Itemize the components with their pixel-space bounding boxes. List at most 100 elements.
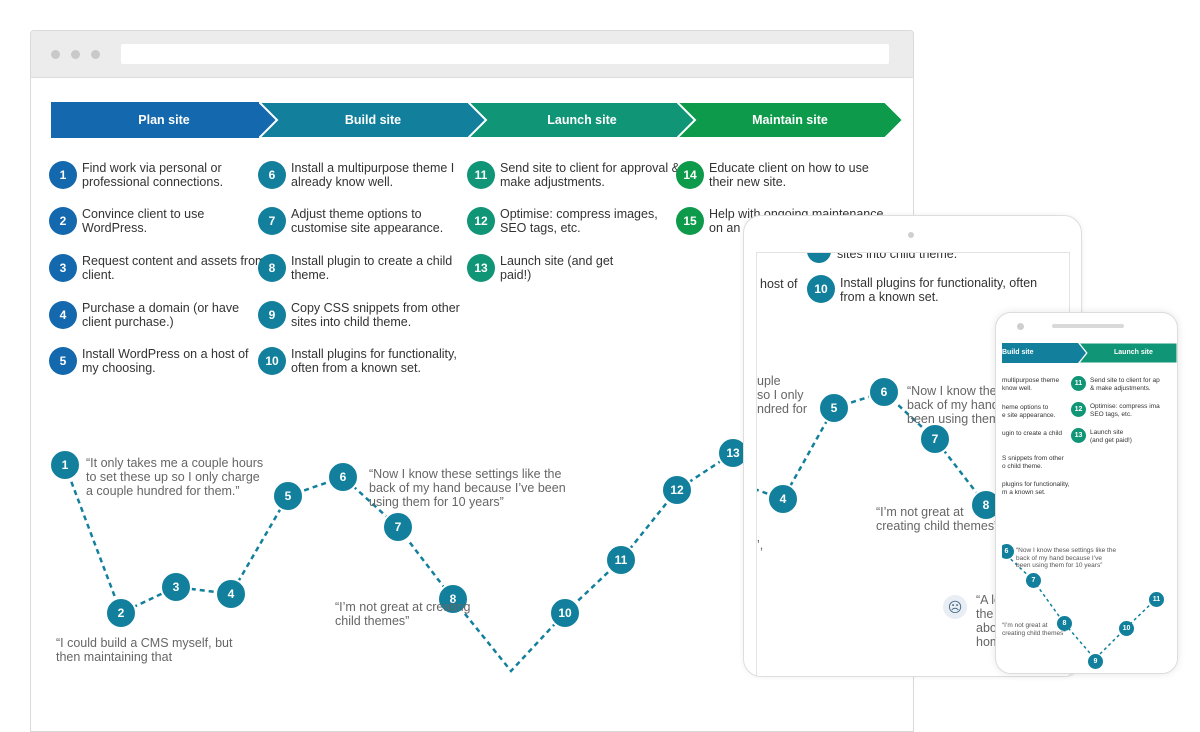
quote-child-themes: “I’m not great at creating child themes”: [876, 505, 999, 533]
phase-label: Maintain site: [752, 113, 828, 127]
step-text: Install plugins for functionality, often…: [840, 276, 1038, 304]
journey-node-6: 6: [868, 376, 900, 408]
quote-settings: “Now I know these settings like the back…: [1016, 547, 1117, 569]
step-text: Install plugins for functionality, often…: [291, 347, 457, 375]
journey-node-7: 7: [382, 511, 414, 543]
step-number: 5: [49, 347, 77, 375]
journey-node-3: 3: [160, 571, 192, 603]
step-text: Install WordPress on a host of my choosi…: [82, 347, 249, 375]
journey-node-8: 8: [437, 583, 469, 615]
step-3: 3 Request content and assets from client.: [49, 254, 265, 294]
step-text: Educate client on how to use their new s…: [709, 161, 869, 189]
browser-toolbar: [31, 31, 913, 78]
step-text: sites into child theme.: [837, 252, 958, 261]
step-6: 6 Install a multipurpose theme I already …: [258, 161, 463, 201]
journey-node-5: 5: [272, 480, 304, 512]
step-4: 4 Purchase a domain (or have client purch…: [49, 301, 254, 341]
sad-face-icon: ☹: [943, 595, 967, 619]
step-text: Convince client to use WordPress.: [82, 207, 205, 235]
quote-cms: “I could build a CMS myself, but then ma…: [56, 636, 233, 664]
phase-maintain: Maintain site: [677, 102, 903, 138]
step-number: 12: [1071, 402, 1086, 417]
step-12: 12 Optimise: compress images, SEO tags, e…: [467, 207, 672, 247]
journey-node-2: 2: [105, 597, 137, 629]
journey-node-9: 9: [1088, 654, 1103, 669]
journey-node-11: 11: [1149, 592, 1164, 607]
phase-plan: Plan site: [51, 102, 277, 138]
phase-launch: Launch site: [468, 102, 696, 138]
phase-label: Plan site: [138, 113, 190, 127]
step-text: Optimise: compress ima SEO tags, etc.: [1090, 403, 1160, 418]
journey-node-1: 1: [49, 449, 81, 481]
step-number: 12: [467, 207, 495, 235]
step-1: 1 Find work via personal or professional …: [49, 161, 254, 201]
step-text: Find work via personal or professional c…: [82, 161, 224, 189]
journey-node-7: 7: [919, 423, 951, 455]
step-number: 3: [49, 254, 77, 282]
step-number: 4: [49, 301, 77, 329]
step-text: Send site to client for approval & make …: [500, 161, 680, 189]
journey-node-11: 11: [605, 544, 637, 576]
step-text: ugin to create a child: [1002, 430, 1062, 437]
step-number: 1: [49, 161, 77, 189]
journey-node-5: 5: [818, 392, 850, 424]
journey-node-10: 10: [549, 597, 581, 629]
step-number: 7: [258, 207, 286, 235]
journey-node-4: 4: [767, 483, 799, 515]
step-text: S snippets from other o child theme.: [1002, 455, 1064, 470]
step-text: Install plugin to create a child theme.: [291, 254, 453, 282]
step-8: 8 Install plugin to create a child theme.: [258, 254, 463, 294]
phase-label: Build site: [344, 113, 402, 127]
camera-icon: [908, 232, 914, 238]
window-dot-icon: [71, 50, 80, 59]
phone-screen: Build site Launch site multipurpose them…: [1002, 341, 1177, 673]
step-number: 14: [676, 161, 704, 189]
phase-label: Build site: [1002, 349, 1034, 356]
step-number: 11: [1071, 376, 1086, 391]
step-number: [807, 253, 831, 263]
journey-node-10: 10: [1119, 621, 1134, 636]
address-bar[interactable]: [121, 44, 889, 64]
step-text: Install a multipurpose theme I already k…: [291, 161, 455, 189]
journey-node-4: 4: [215, 578, 247, 610]
quote-settings: “Now I know these settings like the back…: [369, 467, 566, 509]
step-text: Adjust theme options to customise site a…: [291, 207, 444, 235]
phase-arrows: [1002, 343, 1177, 363]
phase-label: Launch site: [547, 113, 617, 127]
step-number: 10: [258, 347, 286, 375]
camera-icon: [1017, 323, 1024, 330]
journey-node-6: 6: [1002, 544, 1014, 559]
phase-build: Build site: [259, 102, 487, 138]
step-10: 10 Install plugins for functionality, oft…: [258, 347, 463, 387]
step-text: Launch site (and get paid!): [500, 254, 614, 282]
step-number: 13: [467, 254, 495, 282]
step-text: plugins for functionality, m a known set…: [1002, 481, 1070, 496]
speaker-grille: [1052, 324, 1124, 328]
journey-node-8: 8: [1057, 616, 1072, 631]
step-number: 9: [258, 301, 286, 329]
journey-node-6: 6: [327, 461, 359, 493]
journey-node-12: 12: [661, 474, 693, 506]
step-text: Send site to client for ap & make adjust…: [1090, 377, 1160, 392]
phone-device: Build site Launch site multipurpose them…: [995, 312, 1178, 674]
step-text: Copy CSS snippets from other sites into …: [291, 301, 460, 329]
step-number: 10: [807, 275, 835, 303]
quote-child-themes: “I’m not great at creating child themes”: [335, 600, 471, 628]
step-2: 2 Convince client to use WordPress.: [49, 207, 254, 247]
step-14: 14 Educate client on how to use their new…: [676, 161, 881, 201]
window-dot-icon: [91, 50, 100, 59]
step-number: 6: [258, 161, 286, 189]
step-number: 15: [676, 207, 704, 235]
quote-pricing: “It only takes me a couple hours to set …: [86, 456, 264, 498]
quote-pricing: uple so I only ndred for: [757, 374, 808, 416]
step-11: 11 Send site to client for approval & mak…: [467, 161, 680, 201]
step-text: Launch site (and get paid!): [1090, 429, 1132, 444]
step-text: host of: [760, 277, 798, 291]
phase-label: Launch site: [1114, 349, 1153, 356]
journey-node-7: 7: [1026, 573, 1041, 588]
step-9: 9 Copy CSS snippets from other sites into…: [258, 301, 463, 341]
step-text: Optimise: compress images, SEO tags, etc…: [500, 207, 658, 235]
step-number: 11: [467, 161, 495, 189]
step-number: 2: [49, 207, 77, 235]
quote-child-themes: “I’m not great at creating child themes”: [1002, 622, 1066, 637]
